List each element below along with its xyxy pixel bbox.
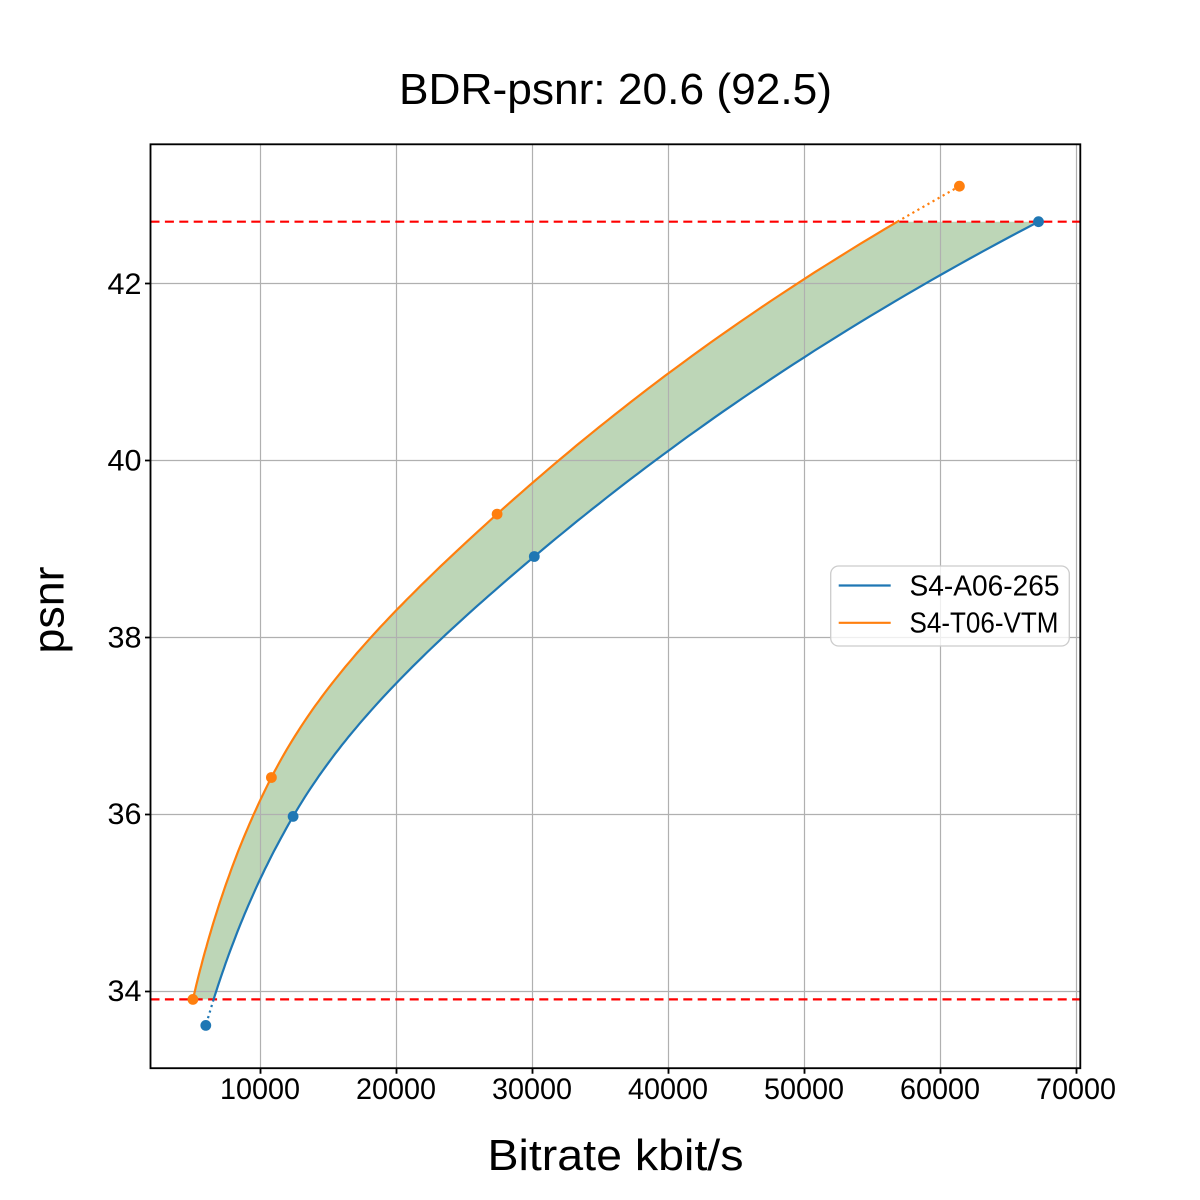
- svg-text:60000: 60000: [900, 1073, 980, 1106]
- svg-text:34: 34: [108, 975, 142, 1008]
- svg-text:S4-T06-VTM: S4-T06-VTM: [910, 608, 1059, 640]
- svg-text:40000: 40000: [628, 1073, 708, 1106]
- svg-text:psnr: psnr: [26, 567, 74, 654]
- svg-text:20000: 20000: [356, 1073, 436, 1106]
- svg-text:38: 38: [108, 621, 142, 654]
- svg-text:10000: 10000: [220, 1073, 300, 1106]
- svg-text:S4-A06-265: S4-A06-265: [910, 570, 1060, 602]
- svg-text:42: 42: [108, 268, 142, 301]
- svg-text:30000: 30000: [492, 1073, 572, 1106]
- svg-text:36: 36: [108, 798, 142, 831]
- svg-text:40: 40: [108, 445, 142, 478]
- svg-text:Bitrate kbit/s: Bitrate kbit/s: [488, 1132, 744, 1180]
- svg-text:BDR-psnr: 20.6 (92.5): BDR-psnr: 20.6 (92.5): [399, 66, 832, 114]
- svg-text:50000: 50000: [764, 1073, 844, 1106]
- svg-text:70000: 70000: [1036, 1073, 1116, 1106]
